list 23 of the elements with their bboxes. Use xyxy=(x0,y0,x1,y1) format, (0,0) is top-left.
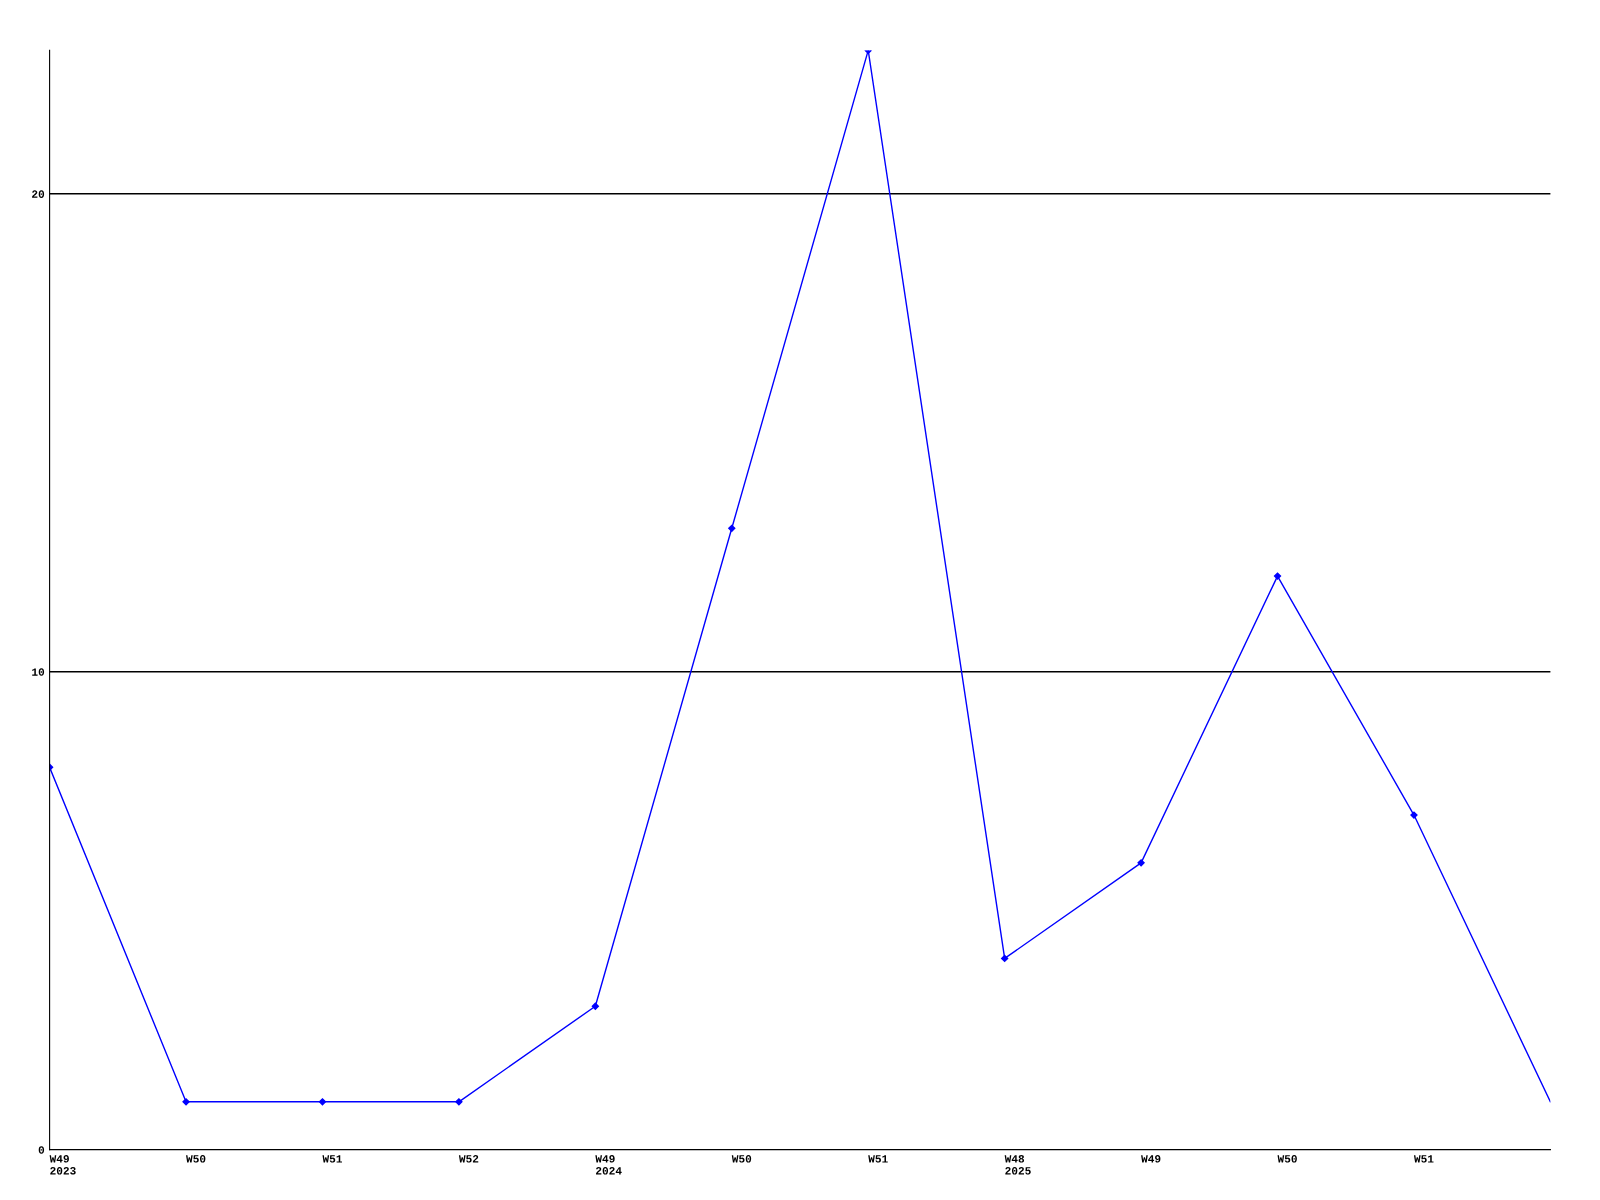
point xyxy=(728,524,736,532)
point xyxy=(1273,572,1282,580)
x-tick-label: W51 xyxy=(868,1155,888,1163)
x-tick-label: W50 xyxy=(731,1155,752,1163)
x-tick-label: W49 xyxy=(1141,1155,1161,1163)
x-tick-label: W51 xyxy=(322,1155,342,1163)
x-tick-label: W52 xyxy=(458,1155,479,1163)
x-tick-label: W50 xyxy=(186,1155,206,1163)
point xyxy=(455,1098,463,1106)
x-tick-label: W51 xyxy=(1413,1155,1434,1163)
point xyxy=(591,1002,599,1010)
y-tick-label: 20 xyxy=(32,190,45,198)
x-tick-label: W49 2023 xyxy=(49,1155,76,1175)
point xyxy=(318,1098,327,1106)
x-tick-label: W50 xyxy=(1277,1155,1297,1163)
x-tick-label: W48 2025 xyxy=(1004,1155,1031,1175)
point xyxy=(1410,811,1418,819)
point xyxy=(182,1098,190,1106)
point xyxy=(1137,859,1145,867)
y-tick-label: 10 xyxy=(32,668,45,676)
point xyxy=(1001,954,1009,963)
y-tick-label: 0 xyxy=(38,1146,45,1154)
x-tick-label: W49 2024 xyxy=(595,1155,622,1175)
